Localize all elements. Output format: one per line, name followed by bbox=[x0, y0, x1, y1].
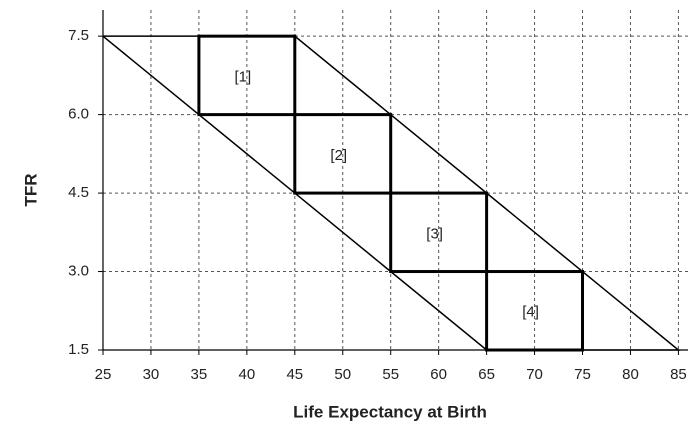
x-tick-label: 50 bbox=[334, 366, 351, 383]
x-tick-label: 70 bbox=[526, 366, 543, 383]
x-tick-label: 25 bbox=[95, 366, 112, 383]
region-label: [4] bbox=[522, 304, 539, 321]
y-tick-label: 7.5 bbox=[68, 27, 89, 44]
x-axis-title: Life Expectancy at Birth bbox=[293, 402, 487, 421]
x-tick-label: 40 bbox=[239, 366, 256, 383]
region-label: [1] bbox=[235, 68, 252, 85]
x-tick-label: 45 bbox=[286, 366, 303, 383]
y-tick-label: 4.5 bbox=[68, 184, 89, 201]
x-tick-label: 75 bbox=[574, 366, 591, 383]
x-tick-label: 85 bbox=[670, 366, 687, 383]
x-tick-label: 65 bbox=[478, 366, 495, 383]
region-box bbox=[293, 113, 393, 195]
y-tick-label: 1.5 bbox=[68, 341, 89, 358]
y-axis-title: TFR bbox=[21, 173, 40, 206]
region-label: [2] bbox=[330, 147, 347, 164]
region-box bbox=[389, 191, 489, 274]
y-tick-label: 3.0 bbox=[68, 263, 89, 280]
region-label: [3] bbox=[426, 225, 443, 242]
x-tick-label: 60 bbox=[430, 366, 447, 383]
x-tick-label: 30 bbox=[143, 366, 160, 383]
region-box bbox=[485, 270, 585, 352]
x-tick-label: 35 bbox=[191, 366, 208, 383]
y-tick-label: 6.0 bbox=[68, 106, 89, 123]
x-tick-label: 80 bbox=[622, 366, 639, 383]
x-tick-label: 55 bbox=[382, 366, 399, 383]
region-box bbox=[197, 34, 297, 117]
